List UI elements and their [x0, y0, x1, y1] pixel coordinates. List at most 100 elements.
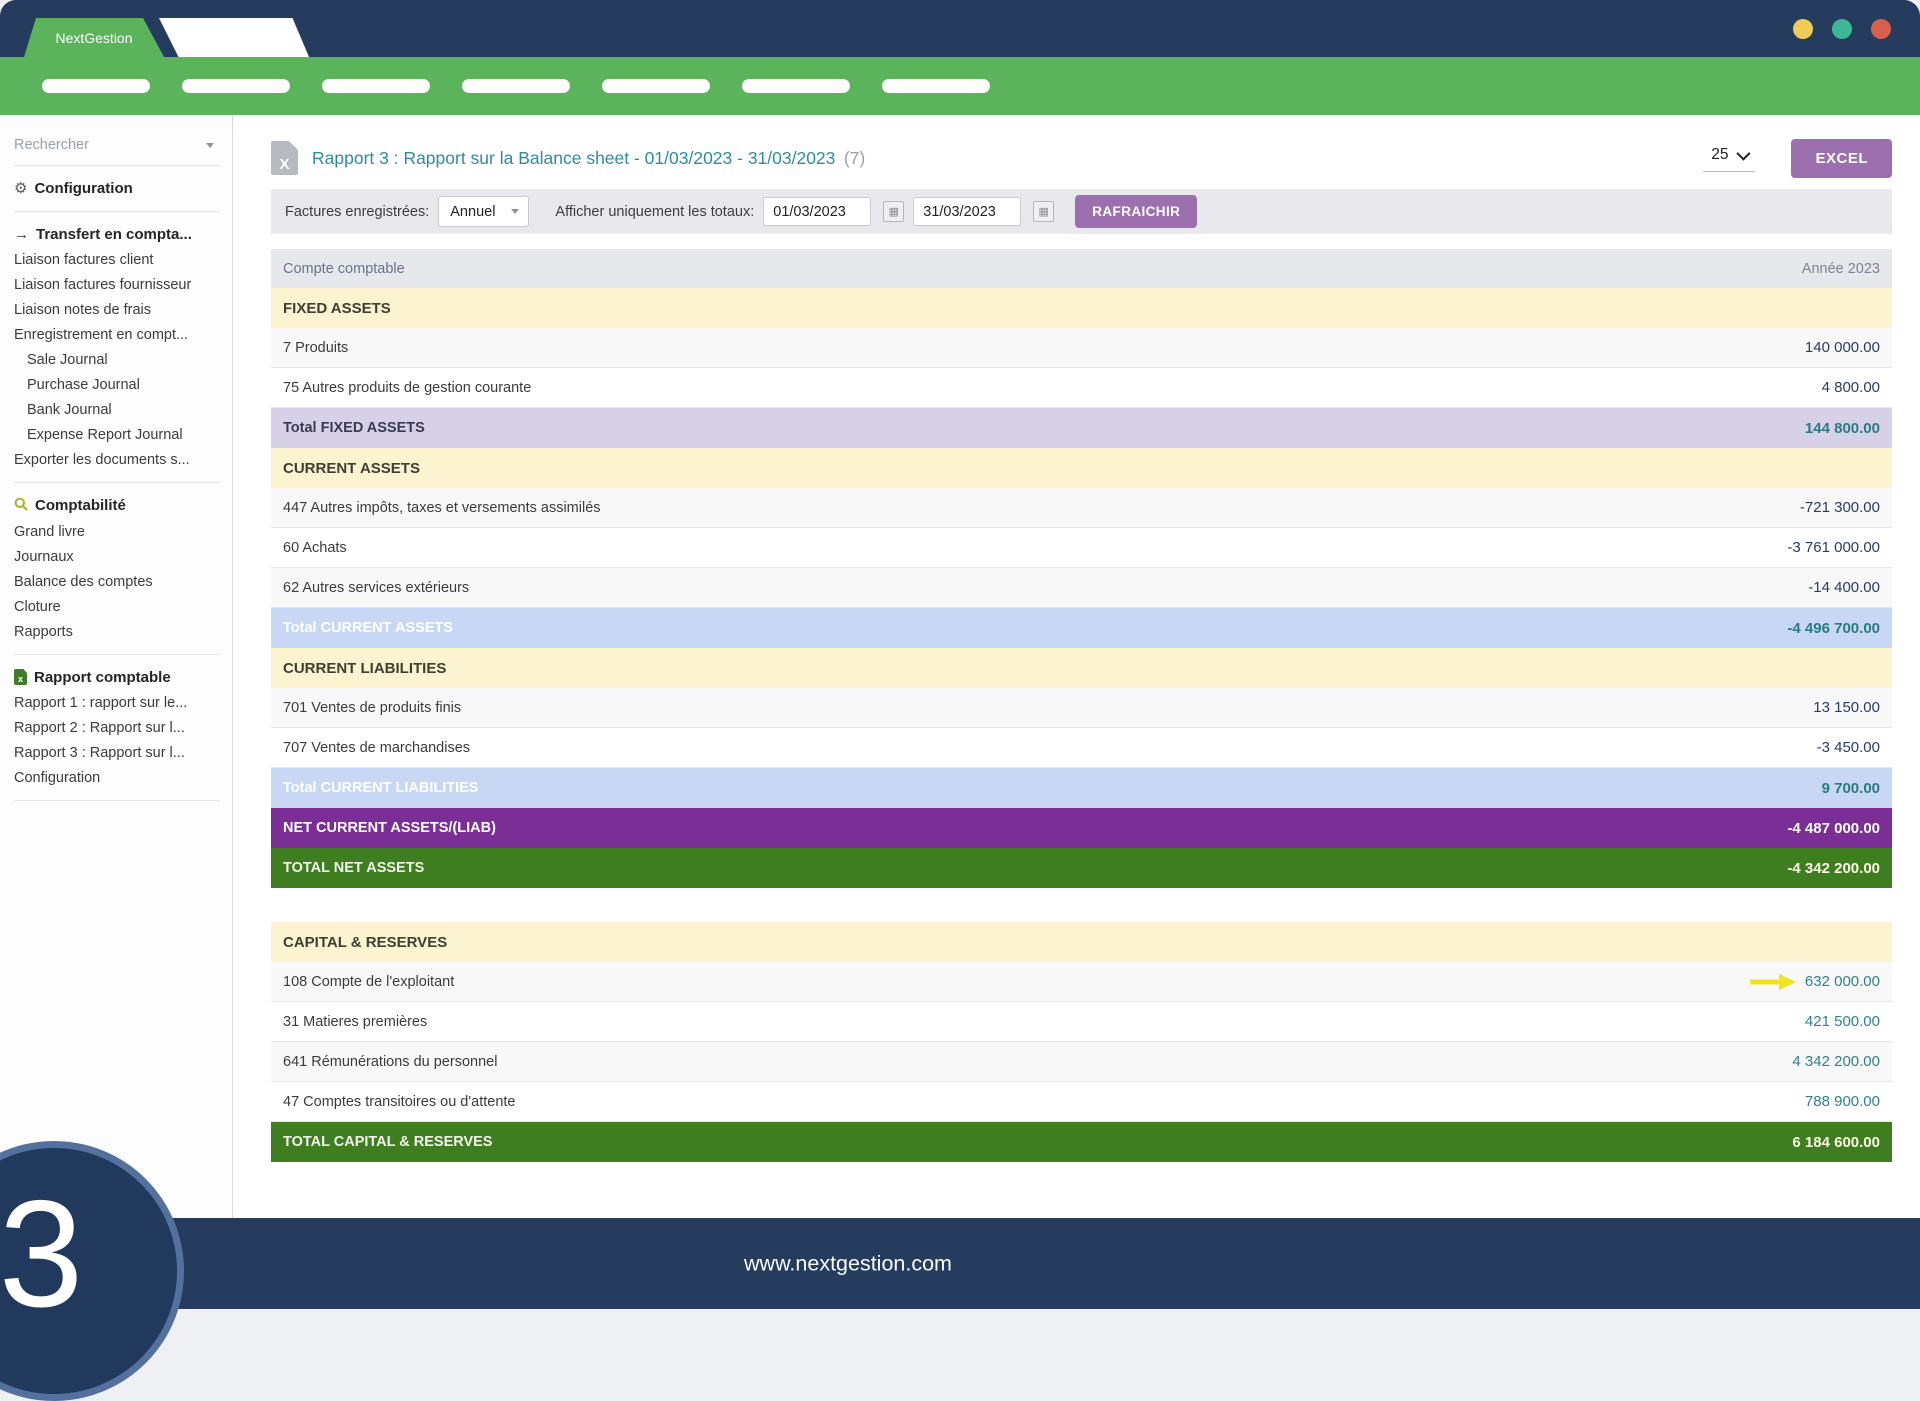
search-magnifier-icon	[14, 497, 28, 515]
report-header: X Rapport 3 : Rapport sur la Balance she…	[271, 135, 1892, 181]
sidebar-item[interactable]: Rapport 3 : Rapport sur l...	[14, 740, 220, 765]
row-label: 108 Compte de l'exploitant	[283, 973, 455, 990]
sidebar-item[interactable]: Rapport 2 : Rapport sur l...	[14, 715, 220, 740]
row-value-cell: -3 450.00	[1817, 739, 1880, 756]
nav-pill-item[interactable]	[462, 79, 570, 93]
sidebar-item[interactable]: → Transfert en compta...	[14, 221, 220, 247]
sidebar-item-label: Configuration	[34, 179, 133, 197]
calendar-icon[interactable]: ▦	[1033, 201, 1055, 222]
sidebar-item[interactable]: Grand livre	[14, 519, 220, 544]
refresh-button[interactable]: RAFRAICHIR	[1075, 195, 1198, 228]
close-dot-icon[interactable]	[1871, 19, 1891, 39]
date-to-input[interactable]: 31/03/2023	[913, 197, 1022, 226]
row-value-cell: -4 496 700.00	[1787, 620, 1880, 637]
report-count: (7)	[843, 147, 866, 168]
sidebar-item[interactable]: Rapports	[14, 619, 220, 644]
sidebar-item[interactable]: Purchase Journal	[14, 372, 220, 397]
row-value-cell: 421 500.00	[1805, 1013, 1880, 1030]
row-label: CAPITAL & RESERVES	[283, 933, 448, 951]
sidebar-item-label: Grand livre	[14, 523, 85, 540]
row-value: 13 150.00	[1813, 699, 1880, 716]
row-value: -14 400.00	[1808, 579, 1880, 596]
row-value[interactable]: 4 342 200.00	[1792, 1053, 1880, 1070]
row-value-cell: -4 342 200.00	[1787, 860, 1880, 877]
step-badge-number: 3	[0, 1169, 84, 1339]
table-row: 108 Compte de l'exploitant 632 000.00	[271, 962, 1892, 1002]
row-value-cell: 4 800.00	[1822, 379, 1880, 396]
sidebar-item[interactable]: Comptabilité	[14, 492, 220, 519]
brand-tab[interactable]: NextGestion	[24, 18, 164, 57]
sidebar-item[interactable]: Configuration	[14, 765, 220, 790]
section-row: FIXED ASSETS	[271, 288, 1892, 328]
sidebar-group: ⚙ Configuration	[14, 166, 220, 212]
sidebar-item-label: Transfert en compta...	[36, 225, 192, 243]
nav-pill-item[interactable]	[602, 79, 710, 93]
brand-label: NextGestion	[55, 29, 133, 46]
sidebar-item[interactable]: Liaison factures fournisseur	[14, 272, 220, 297]
sidebar-item[interactable]: Journaux	[14, 544, 220, 569]
sidebar-item-label: Rapport 2 : Rapport sur l...	[14, 719, 185, 736]
excel-file-icon-letter: X	[279, 156, 290, 173]
year-column-header: Année 2023	[1801, 260, 1880, 277]
row-label: 447 Autres impôts, taxes et versements a…	[283, 499, 601, 516]
sidebar-group: x Rapport comptable Rapport 1 : rapport su…	[14, 655, 220, 801]
row-label: 701 Ventes de produits finis	[283, 699, 462, 716]
excel-export-button[interactable]: EXCEL	[1791, 138, 1892, 178]
sidebar-item-label: Cloture	[14, 598, 61, 615]
sidebar-item[interactable]: Liaison notes de frais	[14, 297, 220, 322]
search-input[interactable]: Rechercher	[14, 129, 220, 166]
sidebar-item[interactable]: Liaison factures client	[14, 247, 220, 272]
row-value: -3 450.00	[1816, 739, 1880, 756]
period-select[interactable]: Annuel	[438, 196, 530, 227]
nav-pill-item[interactable]	[882, 79, 990, 93]
footer-url: www.nextgestion.com	[744, 1251, 952, 1275]
sidebar-group: Comptabilité Grand livre Journaux Balance d…	[14, 483, 220, 655]
row-value[interactable]: 421 500.00	[1804, 1013, 1880, 1030]
sidebar-item[interactable]: ⚙ Configuration	[14, 175, 220, 201]
row-label: 31 Matieres premières	[283, 1013, 428, 1030]
row-value-cell: 6 184 600.00	[1792, 1134, 1880, 1151]
calendar-icon[interactable]: ▦	[883, 201, 905, 222]
section-row: CAPITAL & RESERVES	[271, 922, 1892, 962]
sidebar-item[interactable]: Sale Journal	[14, 347, 220, 372]
secondary-tab[interactable]	[159, 18, 309, 57]
nav-pill-item[interactable]	[742, 79, 850, 93]
date-from-input[interactable]: 01/03/2023	[763, 197, 872, 226]
nav-pill-item[interactable]	[42, 79, 150, 93]
nav-pill-item[interactable]	[322, 79, 430, 93]
arrow-right-icon: →	[14, 225, 29, 243]
row-value-cell: 4 342 200.00	[1792, 1053, 1880, 1070]
sidebar-item[interactable]: Exporter les documents s...	[14, 447, 220, 472]
row-label: 62 Autres services extérieurs	[283, 579, 470, 596]
row-value: -4 342 200.00	[1787, 859, 1880, 877]
sidebar-item-label: Expense Report Journal	[27, 426, 183, 443]
account-column-header: Compte comptable	[283, 260, 405, 277]
sidebar-item[interactable]: Bank Journal	[14, 397, 220, 422]
row-value-cell: 9 700.00	[1822, 780, 1880, 797]
sidebar-item[interactable]: Balance des comptes	[14, 569, 220, 594]
row-value: 4 800.00	[1821, 379, 1880, 396]
row-label: 60 Achats	[283, 539, 347, 556]
nav-pill-item[interactable]	[182, 79, 290, 93]
row-value: -4 487 000.00	[1787, 819, 1880, 837]
section-row: CURRENT ASSETS	[271, 448, 1892, 488]
minimize-dot-icon[interactable]	[1793, 19, 1813, 39]
main-navbar	[0, 57, 1920, 115]
table-row: Total CURRENT LIABILITIES 9 700.00	[271, 768, 1892, 808]
sidebar-item[interactable]: x Rapport comptable	[14, 664, 220, 690]
invoices-filter-label: Factures enregistrées:	[285, 203, 430, 220]
sidebar-group: → Transfert en compta... Liaison factures …	[14, 212, 220, 483]
balance-table-body: FIXED ASSETS 7 Produits 140 000.00 75 Autre…	[271, 288, 1892, 1162]
sidebar-item[interactable]: Rapport 1 : rapport sur le...	[14, 690, 220, 715]
row-value[interactable]: 788 900.00	[1804, 1093, 1880, 1110]
spacer-row	[271, 888, 1892, 922]
sidebar-item-label: Journaux	[14, 548, 74, 565]
sidebar-item-label: Rapport 1 : rapport sur le...	[14, 694, 188, 711]
row-value-cell: 144 800.00	[1805, 420, 1880, 437]
maximize-dot-icon[interactable]	[1832, 19, 1852, 39]
sidebar-item[interactable]: Cloture	[14, 594, 220, 619]
page-size-select[interactable]: 25	[1703, 144, 1756, 172]
sidebar-item[interactable]: Expense Report Journal	[14, 422, 220, 447]
row-value[interactable]: 632 000.00	[1804, 973, 1880, 990]
sidebar-item[interactable]: Enregistrement en compt...	[14, 322, 220, 347]
